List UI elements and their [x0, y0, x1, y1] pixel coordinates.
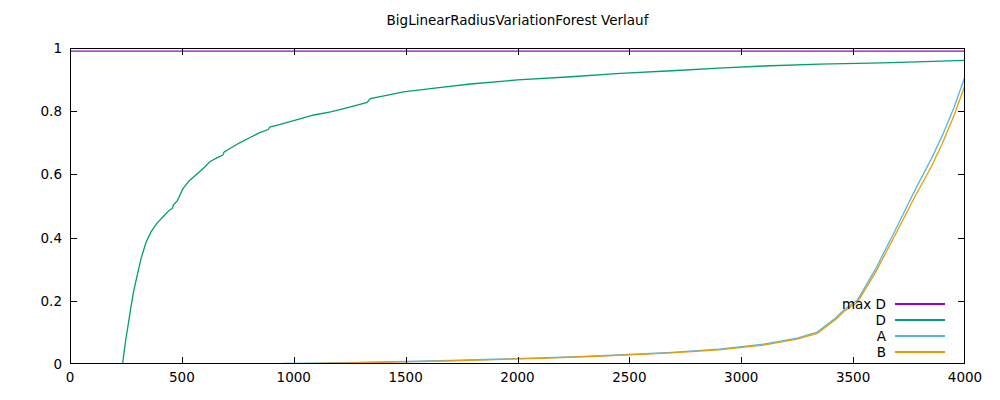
x-tick-label: 2000: [488, 370, 548, 384]
y-tick-label: 1: [0, 41, 62, 55]
legend-line-sample-max-d: [895, 303, 945, 305]
legend: max D D A B: [822, 296, 945, 360]
x-tick-label: 2500: [599, 370, 659, 384]
x-tick-label: 4000: [935, 370, 995, 384]
legend-item-a: A: [822, 328, 945, 344]
x-tick-label: 500: [152, 370, 212, 384]
legend-item-d: D: [822, 312, 945, 328]
y-tick-label: 0: [0, 357, 62, 371]
legend-label-a: A: [822, 328, 886, 344]
chart-figure: BigLinearRadiusVariationForest Verlauf 0…: [0, 0, 1000, 400]
x-tick-label: 0: [40, 370, 100, 384]
legend-item-b: B: [822, 344, 945, 360]
legend-label-b: B: [822, 344, 886, 360]
x-tick-label: 3000: [711, 370, 771, 384]
y-tick-label: 0.6: [0, 167, 62, 181]
x-tick-label: 3500: [823, 370, 883, 384]
legend-line-sample-b: [895, 351, 945, 353]
legend-line-sample-a: [895, 335, 945, 337]
x-tick-label: 1500: [376, 370, 436, 384]
y-tick-label: 0.2: [0, 294, 62, 308]
chart-title: BigLinearRadiusVariationForest Verlauf: [70, 12, 965, 28]
legend-label-d: D: [822, 312, 886, 328]
legend-line-sample-d: [895, 319, 945, 321]
legend-item-max-d: max D: [822, 296, 945, 312]
y-tick-label: 0.8: [0, 104, 62, 118]
y-tick-label: 0.4: [0, 231, 62, 245]
legend-label-max-d: max D: [822, 296, 886, 312]
x-tick-label: 1000: [264, 370, 324, 384]
